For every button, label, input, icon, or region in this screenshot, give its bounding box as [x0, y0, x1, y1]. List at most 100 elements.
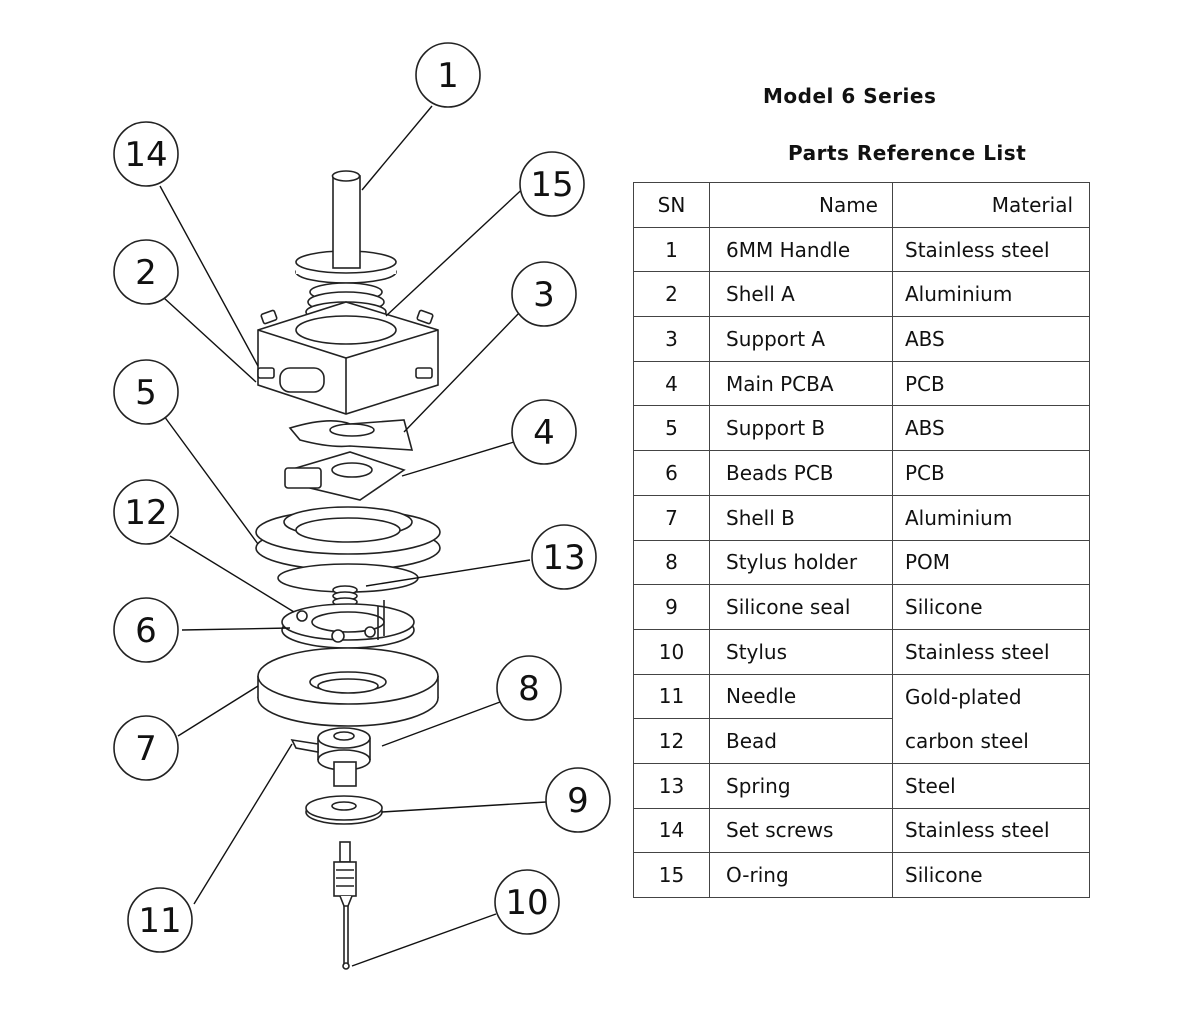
table-row: 14 Set screws Stainless steel	[633, 807, 1090, 854]
table-row: 11 Needle Gold-plated carbon steel	[633, 673, 1090, 764]
part-silicone-seal	[305, 795, 383, 825]
part-shell-a	[257, 301, 439, 415]
cell-sn: 10	[633, 628, 710, 675]
callout-12: 12	[124, 493, 167, 533]
callout-5: 5	[135, 373, 157, 413]
table-row: 6 Beads PCB PCB	[633, 450, 1090, 496]
part-main-pcba	[284, 451, 406, 501]
cell-name: Beads PCB	[709, 450, 893, 496]
callout-2-circle	[113, 239, 179, 305]
cell-sn: 4	[633, 360, 710, 407]
cell-sn: 15	[633, 852, 710, 898]
callout-13: 13	[542, 538, 585, 578]
cell-sn: 2	[633, 271, 710, 318]
callout-5-circle	[113, 359, 179, 425]
column-header-sn: SN	[633, 182, 710, 228]
table-row: 10 Stylus Stainless steel	[633, 628, 1090, 675]
cell-material: Stainless steel	[892, 226, 1090, 273]
cell-name: Set screws	[709, 807, 893, 854]
callout-6: 6	[135, 611, 157, 651]
cell-material: PCB	[892, 450, 1090, 496]
callout-15-circle	[519, 151, 585, 217]
cell-material: Steel	[892, 762, 1090, 809]
table-row: 8 Stylus holder POM	[633, 539, 1090, 586]
cell-material: POM	[892, 539, 1090, 586]
callout-4: 4	[533, 413, 555, 453]
column-header-name: Name	[709, 182, 893, 228]
cell-sn: 3	[633, 316, 710, 362]
table-row: 15 O-ring Silicone	[633, 852, 1090, 898]
cell-name: Silicone seal	[709, 584, 893, 630]
callout-2: 2	[135, 253, 157, 293]
cell-name: Needle	[709, 673, 893, 720]
table-row: 5 Support B ABS	[633, 405, 1090, 452]
cell-sn: 13	[633, 762, 710, 809]
cell-material: PCB	[892, 360, 1090, 407]
callout-4-circle	[511, 399, 577, 465]
callout-8: 8	[518, 669, 540, 709]
cell-sn: 11	[633, 673, 710, 720]
cell-sn: 6	[633, 450, 710, 496]
cell-name: O-ring	[709, 852, 893, 898]
cell-name: Support A	[709, 316, 893, 362]
callout-12-circle	[113, 479, 179, 545]
part-shell-b	[257, 647, 439, 727]
callout-9-circle	[545, 767, 611, 833]
cell-material: Silicone	[892, 852, 1090, 898]
cell-material: Stainless steel	[892, 807, 1090, 854]
cell-name: Shell A	[709, 271, 893, 318]
callout-10-circle	[494, 869, 560, 935]
cell-name: Support B	[709, 405, 893, 452]
part-support-b	[255, 506, 441, 571]
callout-labels: 1 14 15 2 3 5 4 12 13 6 8 7 9 11 10	[124, 56, 588, 941]
callout-1: 1	[437, 56, 459, 96]
cell-sn: 9	[633, 584, 710, 630]
callout-11: 11	[138, 901, 181, 941]
callout-13-circle	[531, 524, 597, 590]
part-spring	[277, 563, 419, 607]
table-row: 7 Shell B Aluminium	[633, 494, 1090, 541]
cell-name: Bead	[709, 718, 893, 764]
cell-material: Silicone	[892, 584, 1090, 630]
cell-material: Stainless steel	[892, 628, 1090, 675]
cell-name: 6MM Handle	[709, 226, 893, 273]
callout-circles	[113, 42, 611, 953]
model-title: Model 6 Series	[763, 84, 937, 108]
callout-14-circle	[113, 121, 179, 187]
material-line-1: Gold-plated	[905, 684, 1022, 709]
cell-material-merged: Gold-plated carbon steel	[892, 673, 1090, 764]
part-stylus-holder	[290, 727, 371, 787]
table-row: 4 Main PCBA PCB	[633, 360, 1090, 407]
table-row: 12 Bead	[633, 718, 1090, 764]
cell-sn: 12	[633, 718, 710, 764]
callout-1-circle	[415, 42, 481, 108]
callout-9: 9	[567, 781, 589, 821]
leader-lines	[159, 105, 547, 967]
cell-name: Stylus holder	[709, 539, 893, 586]
parts-list-title: Parts Reference List	[788, 141, 1027, 165]
part-stylus	[333, 841, 357, 970]
cell-sn: 1	[633, 226, 710, 273]
part-support-a	[288, 419, 414, 451]
cell-name: Shell B	[709, 494, 893, 541]
material-line-2: carbon steel	[905, 728, 1029, 753]
cell-material: ABS	[892, 405, 1090, 452]
column-header-material: Material	[892, 182, 1090, 228]
cell-name: Main PCBA	[709, 360, 893, 407]
callout-8-circle	[496, 655, 562, 721]
callout-11-circle	[127, 887, 193, 953]
callout-6-circle	[113, 597, 179, 663]
table-header-row: SN Name Material	[633, 182, 1090, 228]
cell-sn: 14	[633, 807, 710, 854]
callout-14: 14	[124, 135, 167, 175]
exploded-view-diagram: 1 14 15 2 3 5 4 12 13 6 8 7 9 11 10	[113, 42, 611, 970]
cell-name: Spring	[709, 762, 893, 809]
table-row: 3 Support A ABS	[633, 316, 1090, 362]
callout-3: 3	[533, 275, 555, 315]
callout-7-circle	[113, 715, 179, 781]
callout-3-circle	[511, 261, 577, 327]
table-row: 1 6MM Handle Stainless steel	[633, 226, 1090, 273]
callout-10: 10	[505, 883, 548, 923]
cell-name: Stylus	[709, 628, 893, 675]
callout-15: 15	[530, 165, 573, 205]
